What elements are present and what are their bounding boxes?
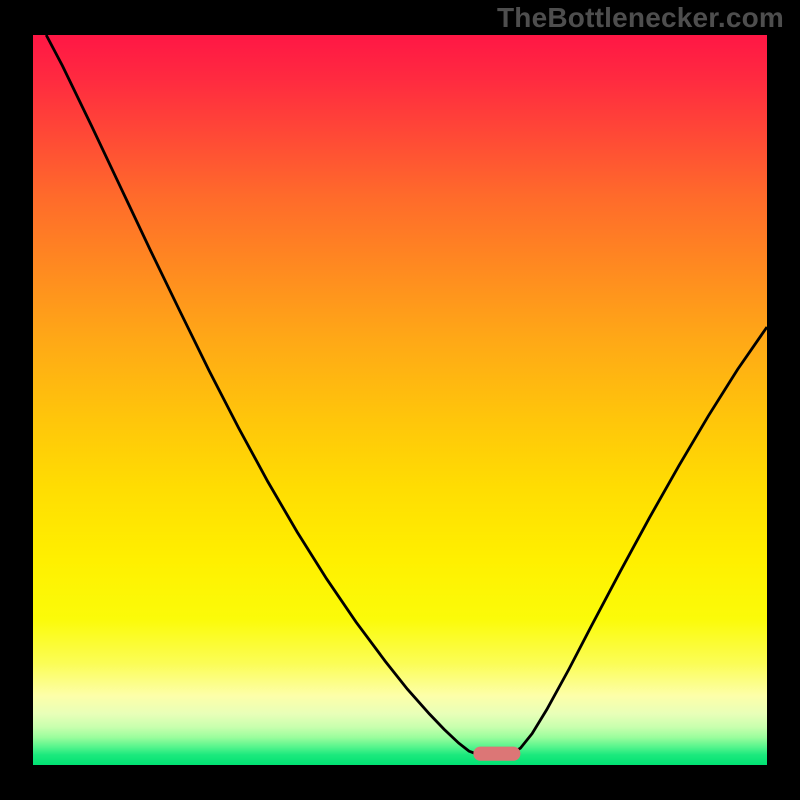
- plot-gradient-background: [33, 35, 767, 765]
- watermark-text: TheBottlenecker.com: [497, 2, 784, 34]
- optimal-marker: [473, 747, 520, 761]
